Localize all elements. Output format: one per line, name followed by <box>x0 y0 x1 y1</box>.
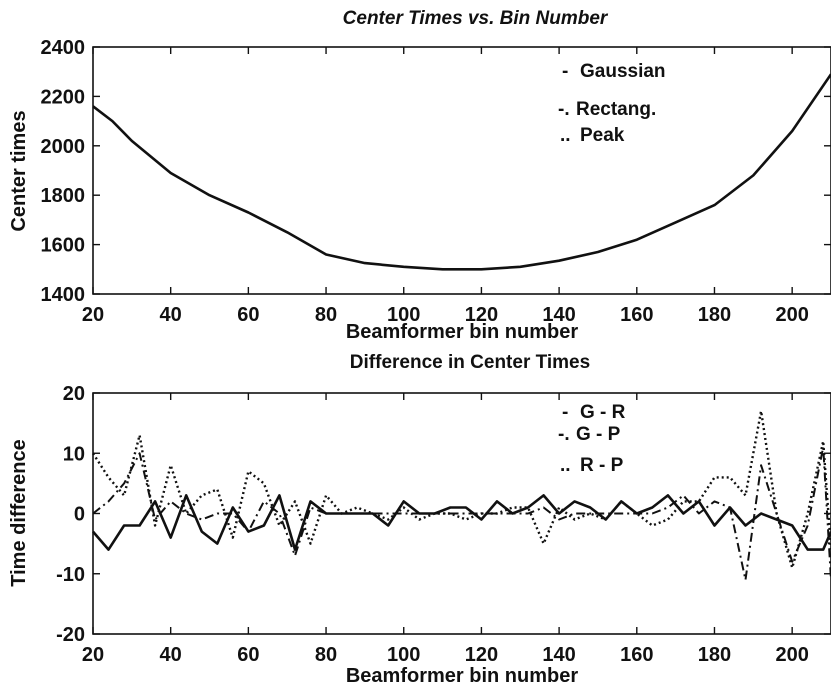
y-tick-label: 10 <box>63 443 85 465</box>
x-tick-label: 180 <box>698 304 731 326</box>
y-tick-label: 2000 <box>41 136 86 158</box>
x-tick-label: 200 <box>775 304 808 326</box>
x-tick-label: 160 <box>620 644 653 666</box>
x-tick-labels: 20 40 60 80 100 120 140 160 180 200 <box>82 304 809 326</box>
x-tick-label: 200 <box>775 644 808 666</box>
x-tick-label: 20 <box>82 644 104 666</box>
y-tick-label: 1600 <box>41 235 86 257</box>
x-tick-label: 100 <box>387 644 420 666</box>
series-line-solid <box>92 73 831 271</box>
legend-marker: -. <box>558 424 570 445</box>
x-tick-label: 80 <box>315 644 337 666</box>
legend-label: Peak <box>580 125 625 146</box>
chart-title: Center Times vs. Bin Number <box>343 8 609 29</box>
chart-difference: Difference in Center Times 20 40 60 80 100 12… <box>8 352 831 687</box>
legend-marker: .. <box>560 125 571 146</box>
x-tick-label: 60 <box>237 644 259 666</box>
y-tick-label: 2200 <box>41 86 86 108</box>
legend-marker: .. <box>560 455 571 476</box>
series-group <box>92 73 831 271</box>
legend-label: G - R <box>580 402 626 423</box>
x-tick-label: 40 <box>160 304 182 326</box>
x-tick-label: 120 <box>465 304 498 326</box>
legend-label: G - P <box>576 424 621 445</box>
legend: - G - R -. G - P .. R - P <box>558 402 626 476</box>
y-tick-label: 1400 <box>41 284 86 306</box>
x-tick-label: 120 <box>465 644 498 666</box>
plot-frame <box>92 392 831 635</box>
x-tick-label: 180 <box>698 644 731 666</box>
chart-center-times: Center Times vs. Bin Number 20 40 60 80 100 1… <box>8 8 831 343</box>
chart-title: Difference in Center Times <box>350 352 590 373</box>
x-tick-label: 80 <box>315 304 337 326</box>
axis-ticks <box>92 392 831 635</box>
x-axis-label: Beamformer bin number <box>346 665 578 687</box>
y-axis-label: Center times <box>8 110 30 231</box>
x-tick-label: 40 <box>160 644 182 666</box>
x-tick-label: 160 <box>620 304 653 326</box>
x-tick-label: 140 <box>542 644 575 666</box>
legend: - Gaussian -. Rectang. .. Peak <box>558 61 666 146</box>
series-line-dashdot <box>92 446 831 581</box>
legend-label: Rectang. <box>576 99 656 120</box>
series-group <box>91 409 831 581</box>
x-tick-label: 60 <box>237 304 259 326</box>
series-line-solid <box>92 494 831 551</box>
legend-marker: - <box>562 61 568 82</box>
legend-marker: -. <box>558 99 570 120</box>
series-line-dotted <box>91 409 831 569</box>
y-tick-label: -20 <box>56 624 85 646</box>
y-tick-labels: 1400 1600 1800 2000 2200 2400 <box>41 37 86 306</box>
y-tick-label: -10 <box>56 564 85 586</box>
x-tick-labels: 20 40 60 80 100 120 140 160 180 200 <box>82 644 809 666</box>
y-tick-labels: -20 -10 0 10 20 <box>56 383 85 646</box>
y-tick-label: 20 <box>63 383 85 405</box>
y-tick-label: 0 <box>74 504 85 526</box>
legend-label: R - P <box>580 455 624 476</box>
legend-marker: - <box>562 402 568 423</box>
x-axis-label: Beamformer bin number <box>346 321 578 343</box>
x-tick-label: 100 <box>387 304 420 326</box>
axis-ticks <box>92 46 831 295</box>
plot-frame <box>92 46 831 295</box>
legend-label: Gaussian <box>580 61 666 82</box>
y-tick-label: 1800 <box>41 185 86 207</box>
x-tick-label: 140 <box>542 304 575 326</box>
y-axis-label: Time difference <box>8 439 30 586</box>
y-tick-label: 2400 <box>41 37 86 59</box>
x-tick-label: 20 <box>82 304 104 326</box>
